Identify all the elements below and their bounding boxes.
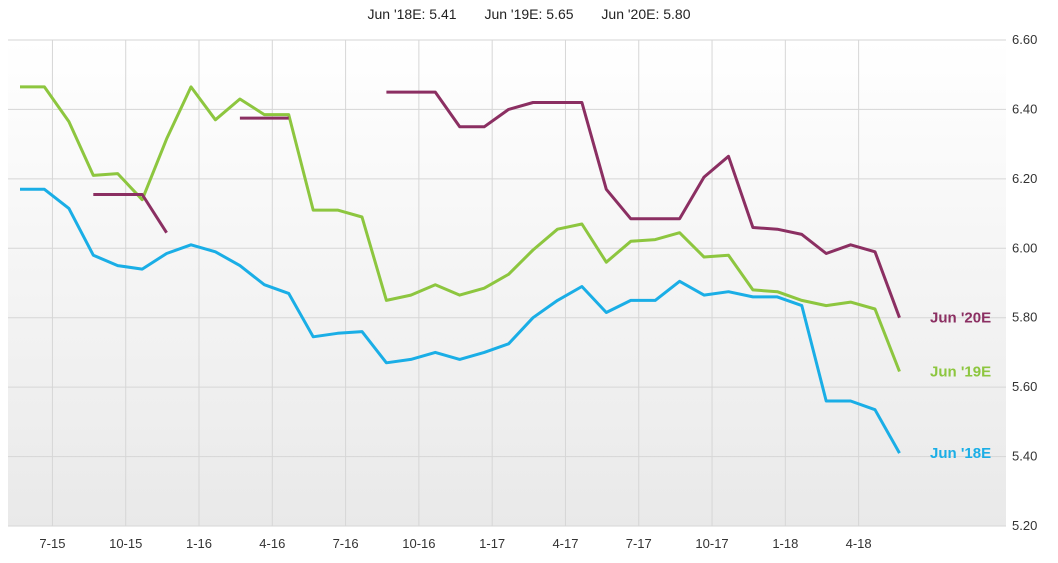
series-end-label: Jun '19E (930, 364, 991, 381)
x-tick-label: 10-15 (109, 536, 142, 551)
chart-legend: Jun '18E: 5.41 Jun '19E: 5.65 Jun '20E: … (0, 6, 1058, 22)
legend-jun20: Jun '20E: 5.80 (601, 6, 691, 22)
x-tick-label: 1-18 (772, 536, 798, 551)
series-line (386, 90, 901, 319)
plot-area (8, 40, 1006, 526)
legend-jun18: Jun '18E: 5.41 (367, 6, 457, 22)
x-tick-label: 10-17 (695, 536, 728, 551)
x-tick-label: 4-16 (259, 536, 285, 551)
x-tick-label: 4-17 (552, 536, 578, 551)
y-tick-label: 5.20 (1012, 518, 1037, 533)
y-tick-label: 6.40 (1012, 101, 1037, 116)
x-tick-label: 4-18 (846, 536, 872, 551)
series-line (20, 85, 901, 373)
series-line (93, 193, 168, 234)
x-tick-label: 1-17 (479, 536, 505, 551)
legend-jun19: Jun '19E: 5.65 (484, 6, 574, 22)
series-line (20, 187, 901, 454)
y-tick-label: 5.60 (1012, 379, 1037, 394)
series-end-label: Jun '18E (930, 445, 991, 462)
gridlines (8, 39, 1006, 527)
x-tick-label: 7-17 (626, 536, 652, 551)
x-axis: 7-15 10-15 1-16 4-16 7-16 10-16 1-17 4-17 7-17 10… (39, 536, 871, 551)
y-tick-label: 6.20 (1012, 171, 1037, 186)
y-tick-label: 5.40 (1012, 449, 1037, 464)
y-tick-label: 6.00 (1012, 240, 1037, 255)
x-tick-label: 10-16 (402, 536, 435, 551)
y-axis: 5.20 5.40 5.60 5.80 6.00 6.20 6.40 6.60 (1012, 32, 1037, 533)
x-tick-label: 7-16 (333, 536, 359, 551)
series-end-label: Jun '20E (930, 310, 991, 327)
end-labels: Jun '20E Jun '19E Jun '18E (930, 310, 991, 462)
y-tick-label: 5.80 (1012, 310, 1037, 325)
x-tick-label: 1-16 (186, 536, 212, 551)
y-tick-label: 6.60 (1012, 32, 1037, 47)
series-lines (20, 85, 901, 454)
x-tick-label: 7-15 (39, 536, 65, 551)
